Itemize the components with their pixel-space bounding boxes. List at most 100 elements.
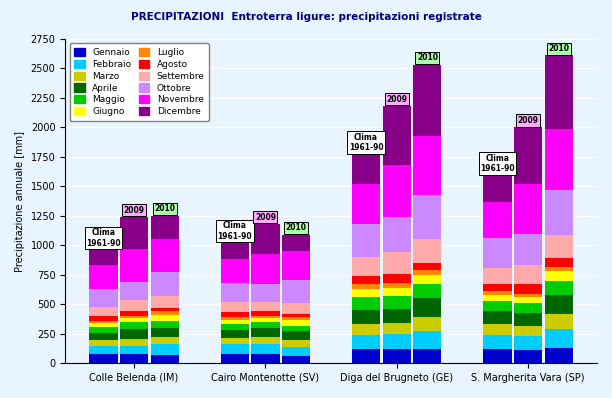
Bar [413, 270, 441, 275]
Bar [252, 354, 280, 363]
Bar [282, 303, 310, 314]
Bar [545, 190, 573, 235]
Bar [545, 258, 573, 267]
Bar [120, 339, 148, 345]
Bar [514, 312, 542, 326]
Bar [252, 344, 280, 354]
Bar [151, 321, 179, 328]
Bar [221, 338, 249, 344]
Bar [252, 254, 280, 284]
Bar [483, 335, 512, 349]
Bar [382, 349, 411, 363]
Bar [545, 329, 573, 348]
Bar [221, 312, 249, 317]
Bar [352, 349, 380, 363]
Bar [252, 328, 280, 338]
Bar [382, 165, 411, 217]
Bar [382, 106, 411, 165]
Bar [221, 330, 249, 338]
Bar [483, 284, 512, 291]
Bar [282, 320, 310, 326]
Bar [282, 317, 310, 320]
Bar [151, 216, 179, 240]
Bar [89, 323, 118, 327]
Bar [352, 324, 380, 335]
Bar [352, 310, 380, 324]
Bar [514, 265, 542, 284]
Bar [382, 288, 411, 296]
Bar [514, 234, 542, 265]
Bar [514, 336, 542, 350]
Bar [252, 311, 280, 316]
Bar [89, 250, 118, 265]
Bar [483, 238, 512, 268]
Bar [221, 344, 249, 354]
Text: 2009: 2009 [386, 95, 407, 104]
Text: PRECIPITAZIONI  Entroterra ligure: precipitazioni registrate: PRECIPITAZIONI Entroterra ligure: precip… [130, 12, 482, 22]
Bar [252, 338, 280, 344]
Bar [483, 324, 512, 335]
Bar [151, 273, 179, 296]
Bar [120, 322, 148, 329]
Bar [120, 300, 148, 311]
Bar [221, 302, 249, 312]
Bar [282, 314, 310, 317]
Bar [413, 263, 441, 270]
Text: 2009: 2009 [124, 206, 144, 215]
Bar [352, 257, 380, 276]
Bar [89, 321, 118, 323]
Bar [514, 326, 542, 336]
Bar [545, 267, 573, 271]
Bar [89, 327, 118, 333]
Bar [514, 184, 542, 234]
Bar [514, 350, 542, 363]
Bar [382, 252, 411, 274]
Bar [352, 284, 380, 289]
Bar [282, 326, 310, 332]
Bar [282, 279, 310, 303]
Bar [221, 243, 249, 259]
Bar [221, 320, 249, 324]
Bar [252, 318, 280, 322]
Bar [382, 217, 411, 252]
Bar [382, 274, 411, 283]
Bar [89, 345, 118, 354]
Bar [120, 354, 148, 363]
Bar [483, 295, 512, 301]
Bar [120, 282, 148, 300]
Bar [545, 235, 573, 258]
Y-axis label: Precipitazione annuale [mm]: Precipitazione annuale [mm] [15, 131, 25, 271]
Bar [413, 298, 441, 317]
Bar [221, 324, 249, 330]
Bar [413, 349, 441, 363]
Bar [151, 240, 179, 273]
Bar [352, 289, 380, 297]
Bar [413, 65, 441, 136]
Bar [514, 127, 542, 184]
Bar [545, 281, 573, 295]
Bar [151, 311, 179, 315]
Bar [120, 217, 148, 249]
Bar [413, 317, 441, 332]
Bar [413, 275, 441, 284]
Bar [382, 309, 411, 323]
Bar [151, 328, 179, 338]
Bar [352, 297, 380, 310]
Bar [221, 259, 249, 283]
Bar [382, 334, 411, 349]
Bar [282, 235, 310, 251]
Bar [221, 317, 249, 320]
Bar [89, 316, 118, 321]
Bar [282, 251, 310, 279]
Bar [89, 354, 118, 363]
Bar [413, 332, 441, 349]
Bar [483, 268, 512, 284]
Bar [545, 129, 573, 190]
Bar [545, 55, 573, 129]
Text: Clima
1961-90: Clima 1961-90 [217, 221, 252, 241]
Bar [413, 195, 441, 240]
Text: 2009: 2009 [255, 213, 276, 222]
Bar [282, 339, 310, 347]
Bar [382, 323, 411, 334]
Bar [352, 184, 380, 224]
